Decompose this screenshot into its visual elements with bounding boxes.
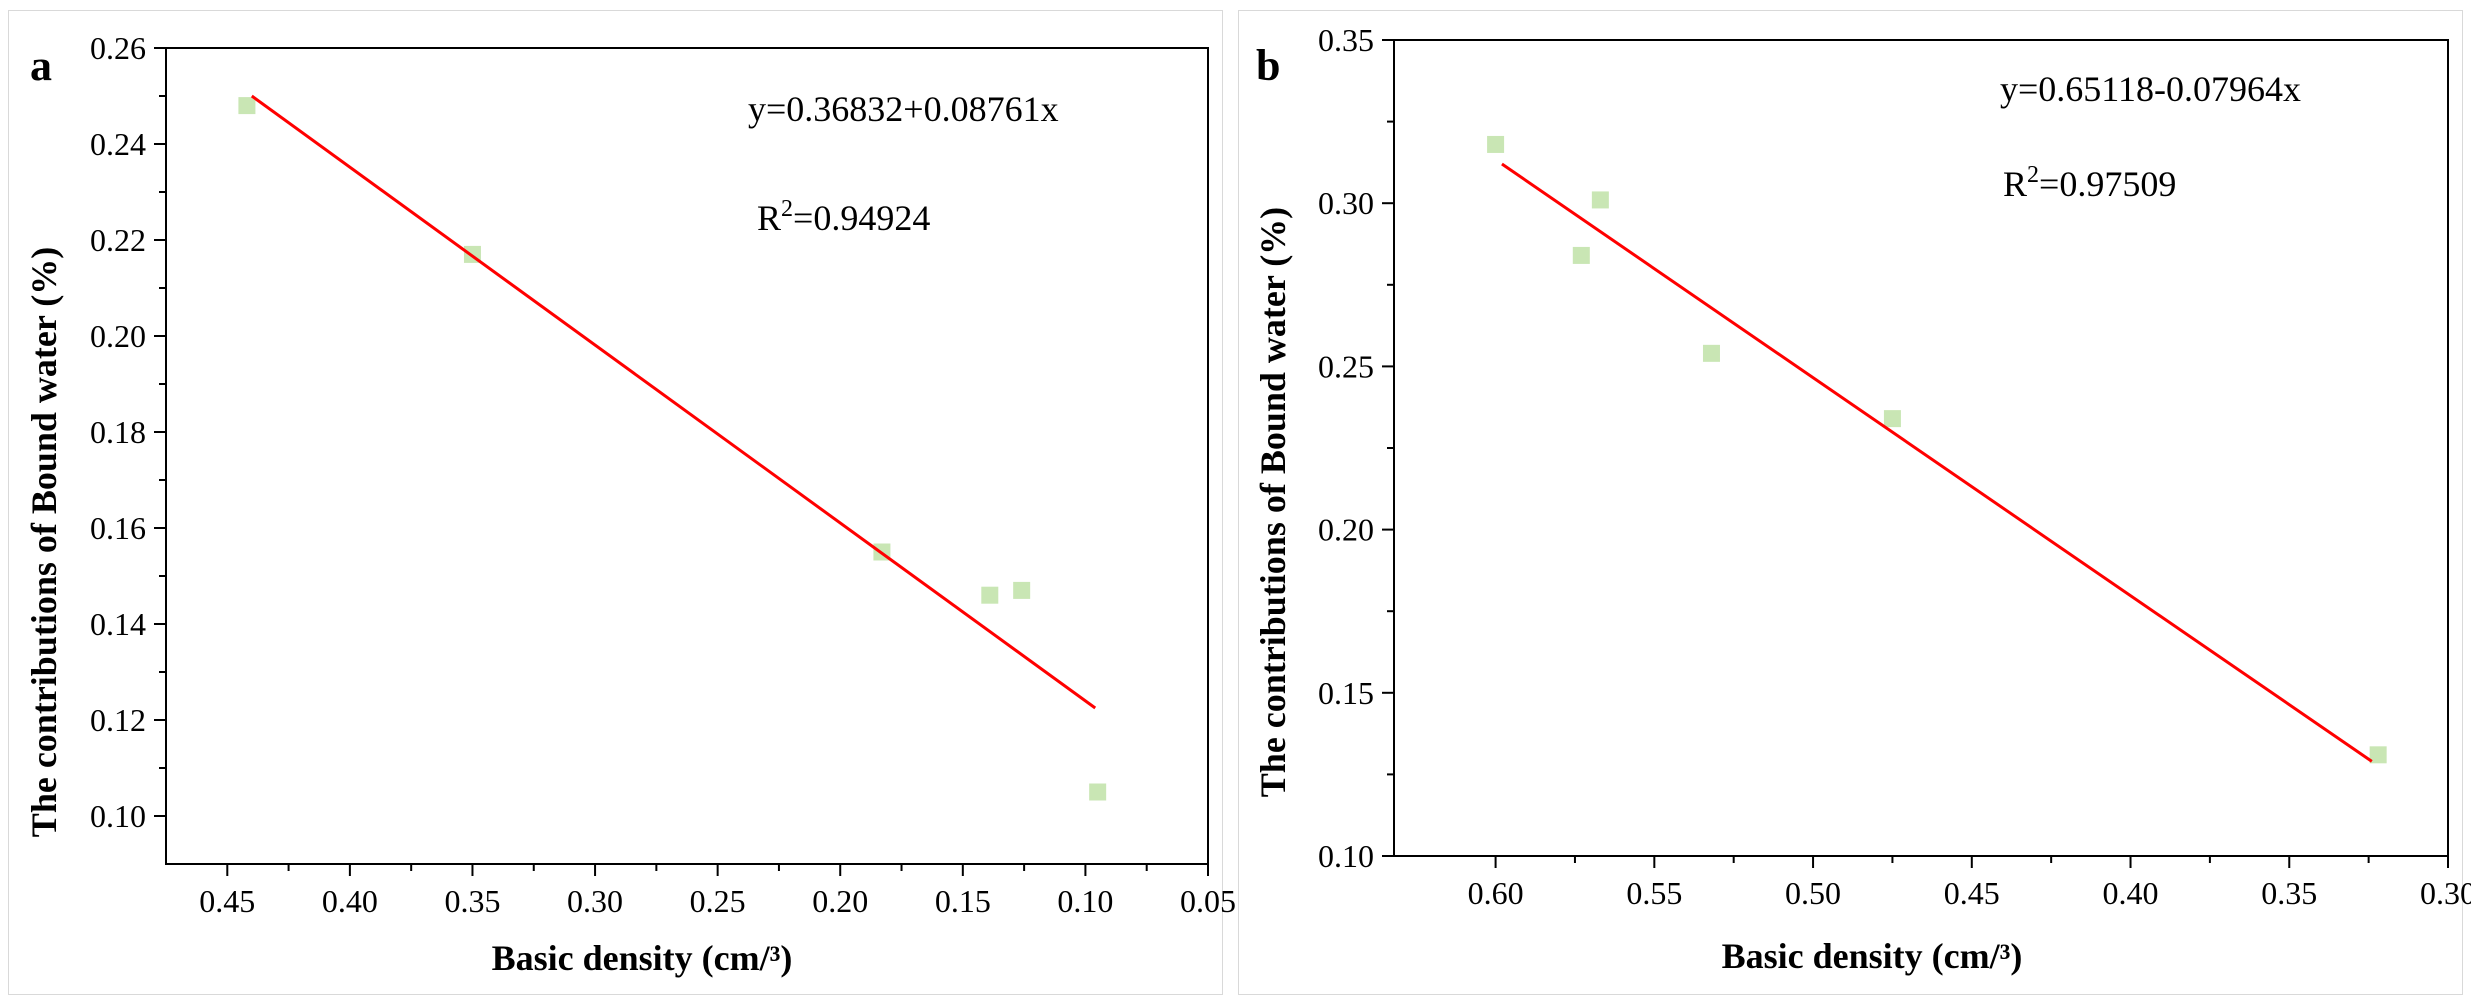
panel-a-y-tick-label: 0.22 — [90, 222, 146, 258]
panel-a-data-point — [1013, 581, 1031, 599]
panel-a-data-point — [981, 586, 999, 604]
panel-b-letter: b — [1256, 41, 1280, 90]
panel-a-r2-sup: 2 — [781, 196, 793, 222]
panel-a-y-tick-label: 0.16 — [90, 510, 146, 546]
panel-a-data-point — [238, 97, 256, 115]
panel-b-plot: 0.10 0.15 0.20 0.25 0.30 0.35 0.60 0.55 0.50 0.45… — [1318, 22, 2471, 911]
panel-a-r2: R2=0.94924 — [757, 196, 930, 238]
panel-a-x-tick-label: 0.40 — [322, 883, 378, 919]
panel-b-x-tick-label: 0.45 — [1944, 875, 2000, 911]
panel-a-y-tick-label: 0.24 — [90, 126, 146, 162]
panel-a-y-tick-label: 0.12 — [90, 702, 146, 738]
panel-a-plot: 0.10 0.12 0.14 0.16 0.18 0.20 0.22 0.24 0.26 0.45… — [90, 30, 1236, 919]
panel-a-equation: y=0.36832+0.08761x — [748, 89, 1059, 129]
panel-b-data-point — [2369, 746, 2387, 764]
panel-b-x-tick-label: 0.55 — [1626, 875, 1682, 911]
panel-a-x-tick-label: 0.10 — [1057, 883, 1113, 919]
panel-a-frame — [8, 10, 1223, 995]
panel-a-y-tick-label: 0.26 — [90, 30, 146, 66]
panel-b-data-point — [1487, 135, 1505, 153]
panel-a-x-tick-label: 0.30 — [567, 883, 623, 919]
panel-b-data-point — [1572, 246, 1590, 264]
panel-a-axes-frame — [165, 47, 1209, 865]
panel-a-fit-line — [250, 94, 1097, 710]
panel-b-x-tick-label: 0.35 — [2261, 875, 2317, 911]
panel-b-fit-line — [1501, 162, 2373, 763]
panel-b-r2: R2=0.97509 — [2003, 162, 2176, 204]
panel-a-x-tick-label: 0.20 — [812, 883, 868, 919]
panel-a-x-tick-label: 0.05 — [1180, 883, 1236, 919]
panel-b-x-tick-label: 0.50 — [1785, 875, 1841, 911]
panel-b-xlabel: Basic density (cm/³) — [1722, 936, 2023, 976]
panel-b-y-tick-label: 0.25 — [1318, 348, 1374, 384]
panel-a-ylabel: The contributions of Bound water (%) — [24, 247, 64, 837]
panel-a-x-tick-label: 0.15 — [935, 883, 991, 919]
panel-b-x-tick-label: 0.60 — [1468, 875, 1524, 911]
panel-b-equation: y=0.65118-0.07964x — [2000, 69, 2301, 109]
panel-b-x-tick-label: 0.40 — [2103, 875, 2159, 911]
panel-b-r2-prefix: R — [2003, 164, 2027, 204]
panel-a-x-tick-label: 0.45 — [199, 883, 255, 919]
panel-b-frame — [1238, 10, 2463, 995]
panel-b-data-point — [1883, 410, 1901, 428]
panel-a-xlabel: Basic density (cm/³) — [492, 938, 793, 978]
panel-a-y-tick-label: 0.20 — [90, 318, 146, 354]
panel-b-y-tick-label: 0.30 — [1318, 185, 1374, 221]
panel-a-x-tick-label: 0.25 — [690, 883, 746, 919]
panel-a-r2-value: =0.94924 — [793, 198, 930, 238]
panel-b-y-tick-label: 0.35 — [1318, 22, 1374, 58]
panel-a-y-tick-label: 0.14 — [90, 606, 146, 642]
panel-a-y-tick-label: 0.10 — [90, 798, 146, 834]
panel-a-y-tick-label: 0.18 — [90, 414, 146, 450]
panel-b-r2-value: =0.97509 — [2039, 164, 2176, 204]
panel-a-x-tick-label: 0.35 — [444, 883, 500, 919]
panel-a-data-point — [1089, 783, 1107, 801]
panel-b-y-tick-label: 0.15 — [1318, 675, 1374, 711]
panel-a-r2-prefix: R — [757, 198, 781, 238]
panel-b-data-point — [1591, 191, 1609, 209]
panel-b-r2-sup: 2 — [2027, 162, 2039, 188]
panel-b-y-tick-label: 0.10 — [1318, 838, 1374, 874]
panel-b-x-tick-label: 0.30 — [2420, 875, 2471, 911]
panel-b-ylabel: The contributions of Bound water (%) — [1253, 207, 1293, 797]
panel-b-y-tick-label: 0.20 — [1318, 512, 1374, 548]
panel-b-axes-frame — [1393, 39, 2449, 857]
panel-b-data-point — [1702, 344, 1720, 362]
panel-a-letter: a — [30, 41, 52, 90]
